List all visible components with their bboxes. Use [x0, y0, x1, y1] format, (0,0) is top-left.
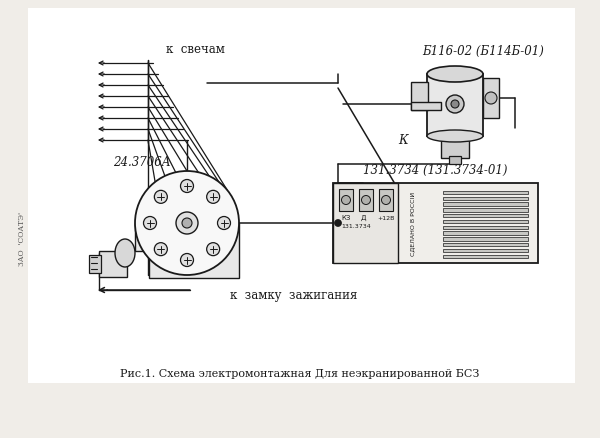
Text: 24.3706А: 24.3706А — [113, 155, 171, 168]
Circle shape — [485, 93, 497, 105]
Bar — [443, 208, 528, 212]
Circle shape — [182, 219, 192, 229]
Bar — [89, 255, 101, 273]
Bar — [443, 197, 528, 201]
Text: 131.3734: 131.3734 — [341, 223, 371, 228]
Bar — [441, 135, 469, 159]
Circle shape — [382, 196, 391, 205]
Circle shape — [341, 196, 350, 205]
Circle shape — [362, 196, 371, 205]
Bar — [339, 190, 353, 212]
Bar — [99, 251, 127, 277]
Text: 131.3734 (131.3734-01): 131.3734 (131.3734-01) — [363, 163, 507, 176]
Bar — [443, 203, 528, 206]
Bar — [483, 79, 499, 119]
Text: КЗ: КЗ — [341, 215, 350, 220]
Circle shape — [206, 191, 220, 204]
Ellipse shape — [427, 131, 483, 143]
Ellipse shape — [115, 240, 135, 267]
Circle shape — [218, 217, 230, 230]
Bar — [443, 244, 528, 247]
Text: Д: Д — [361, 215, 367, 221]
Bar — [449, 157, 461, 165]
Circle shape — [451, 101, 459, 109]
Bar — [443, 226, 528, 230]
Bar — [443, 220, 528, 224]
Circle shape — [335, 220, 341, 227]
Bar — [443, 232, 528, 235]
Circle shape — [135, 172, 239, 276]
Text: Б116-02 (Б114Б-01): Б116-02 (Б114Б-01) — [422, 44, 544, 57]
Text: к  замку  зажигания: к замку зажигания — [230, 288, 358, 301]
Text: +12В: +12В — [377, 215, 394, 220]
Bar — [443, 191, 528, 195]
Polygon shape — [135, 223, 239, 279]
Bar — [333, 184, 538, 263]
Text: к  свечам: к свечам — [166, 42, 224, 55]
Circle shape — [446, 96, 464, 114]
Bar — [411, 83, 428, 111]
Bar — [443, 215, 528, 218]
Text: ЗАО  'СОАТЭ': ЗАО 'СОАТЭ' — [18, 212, 26, 265]
Circle shape — [176, 212, 198, 234]
Bar — [427, 75, 483, 137]
Circle shape — [181, 254, 194, 267]
Bar — [28, 9, 575, 383]
Circle shape — [154, 191, 167, 204]
Circle shape — [154, 243, 167, 256]
Circle shape — [181, 180, 194, 193]
Bar — [443, 255, 528, 258]
Bar — [443, 237, 528, 241]
Bar — [333, 184, 398, 263]
Ellipse shape — [427, 67, 483, 83]
Bar — [359, 190, 373, 212]
Bar — [379, 190, 393, 212]
Circle shape — [143, 217, 157, 230]
Text: СДЕЛАНО В РОССIИ: СДЕЛАНО В РОССIИ — [410, 191, 416, 255]
Circle shape — [206, 243, 220, 256]
Text: К: К — [398, 134, 408, 147]
Bar — [443, 249, 528, 253]
Bar — [411, 103, 441, 111]
Text: Рис.1. Схема электромонтажная Для неэкранированной БСЗ: Рис.1. Схема электромонтажная Для неэкра… — [121, 368, 479, 378]
